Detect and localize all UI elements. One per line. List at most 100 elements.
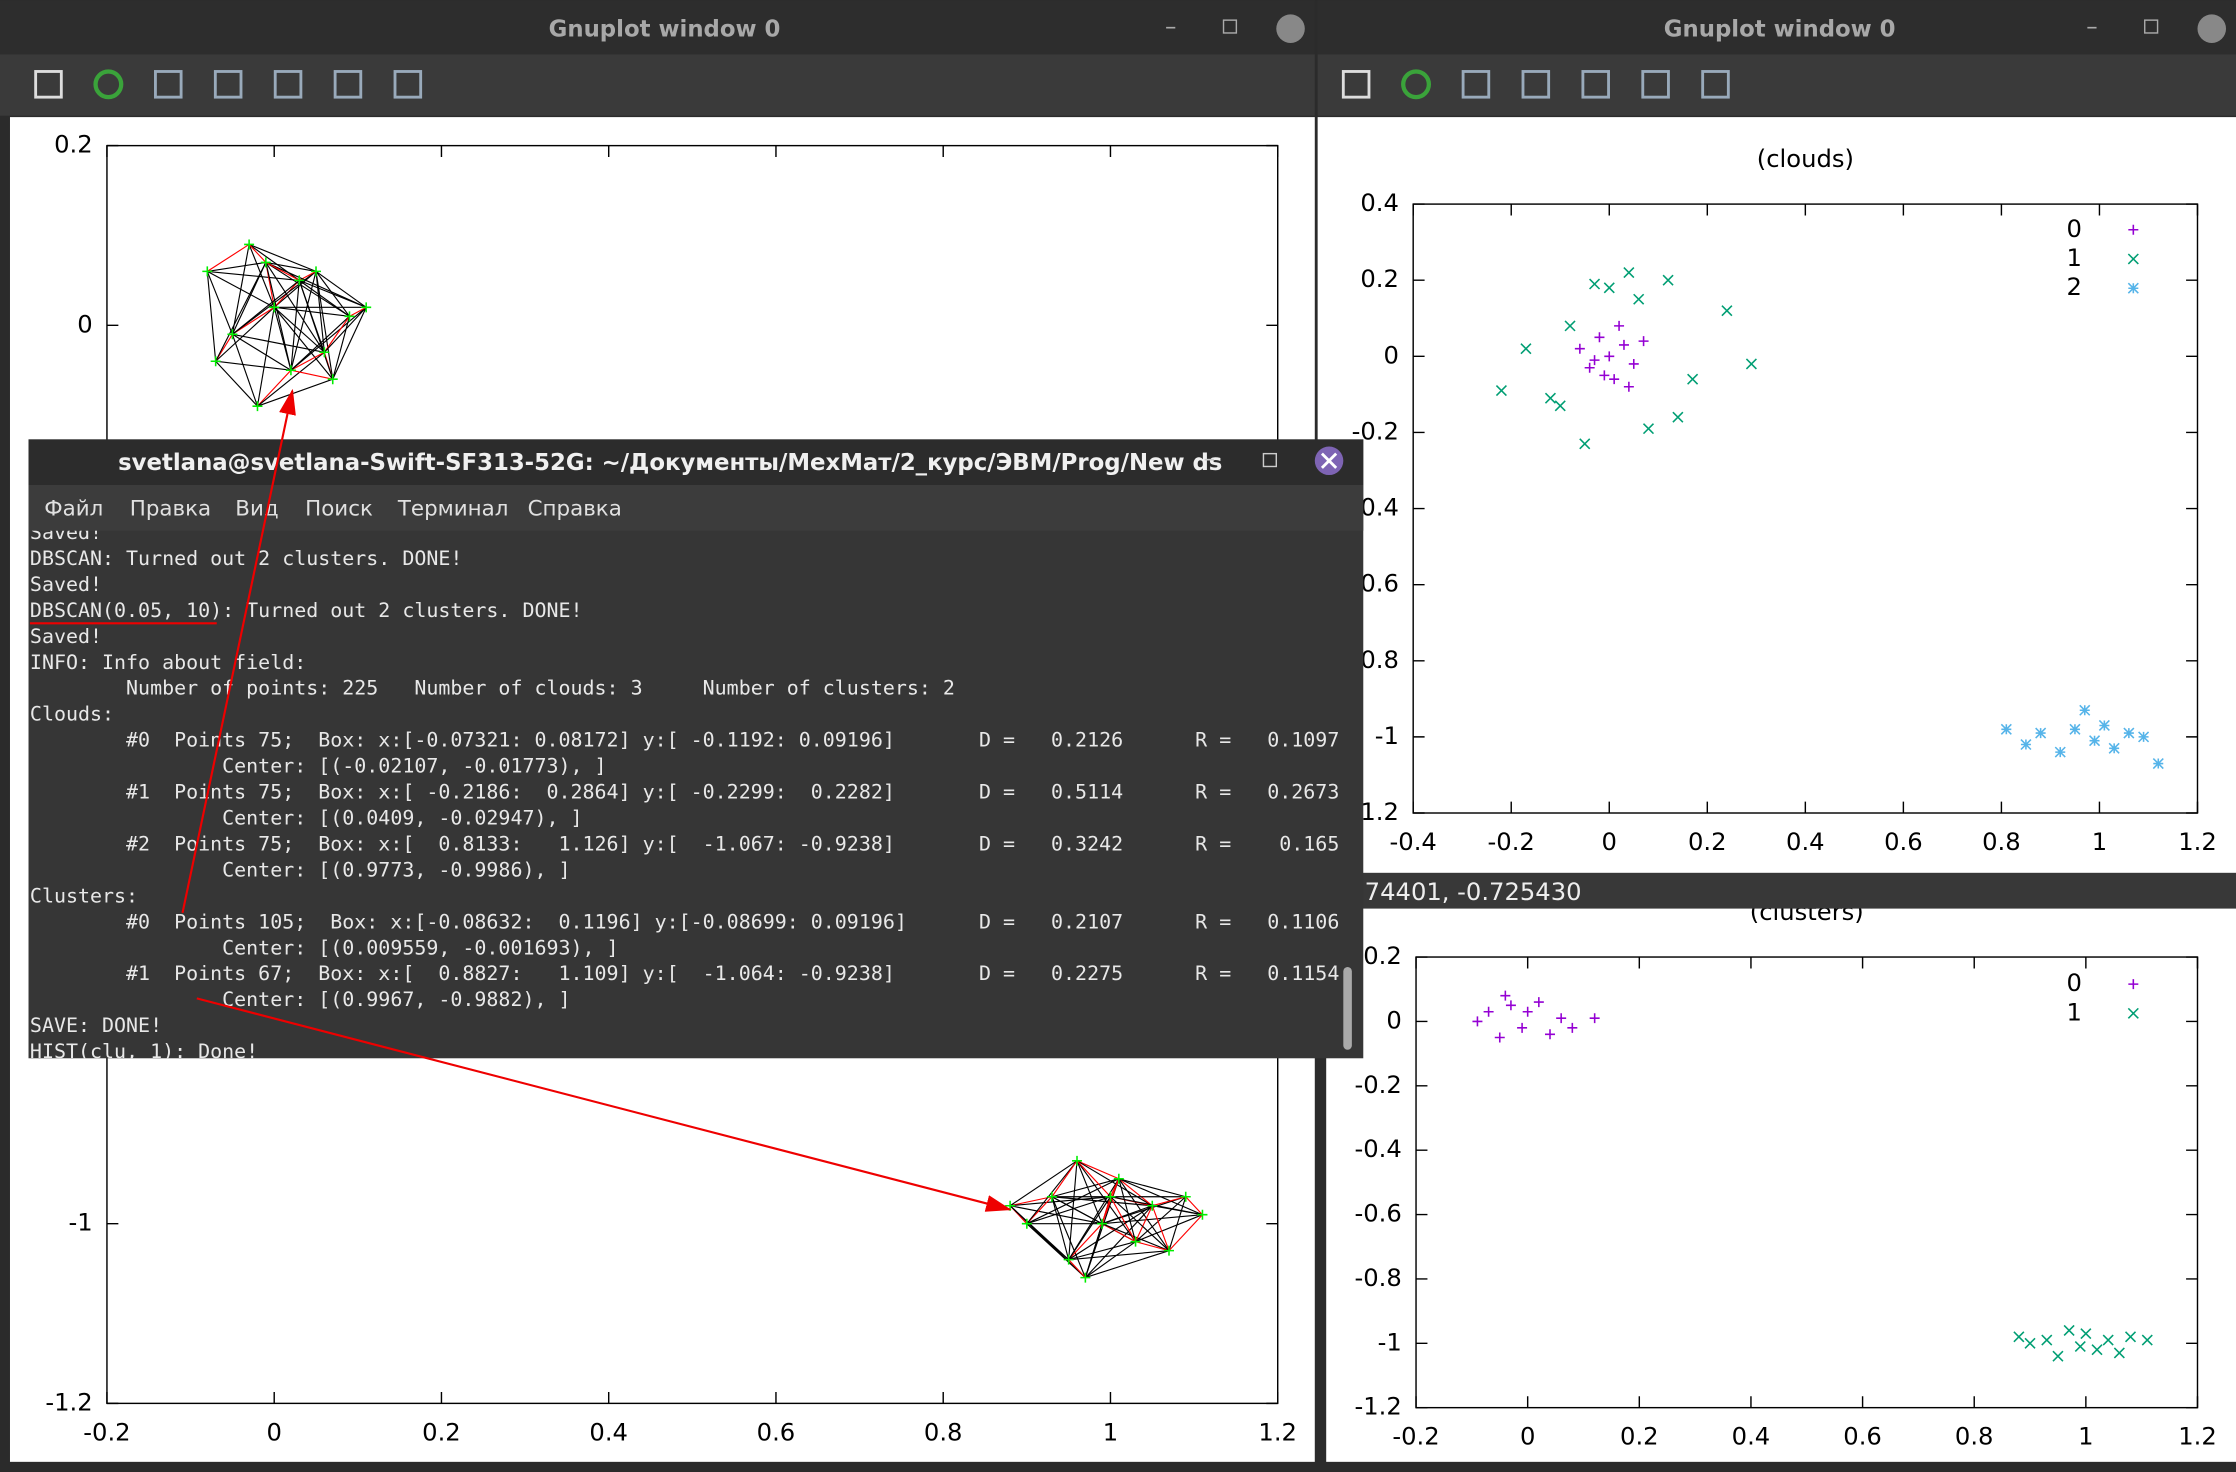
edge xyxy=(206,243,250,272)
edge xyxy=(274,306,350,317)
legend-marker xyxy=(2128,979,2139,990)
data-point xyxy=(1494,1032,1505,1043)
edge xyxy=(1084,1205,1153,1278)
toolbar-button[interactable] xyxy=(213,70,243,99)
arrow xyxy=(181,388,296,914)
terminal-line: HIST(clu, 1): Done! xyxy=(30,1039,258,1063)
y-tick-label: -0.8 xyxy=(1354,1263,1401,1292)
terminal-frame xyxy=(28,439,1364,1059)
data-point xyxy=(1594,332,1605,343)
edge xyxy=(231,244,250,335)
data-point xyxy=(2108,742,2120,754)
minimize-button[interactable]: – xyxy=(2086,14,2097,40)
edge xyxy=(207,270,300,281)
edge xyxy=(1068,1205,1153,1261)
data-point xyxy=(1520,343,1532,355)
legend-label: 0 xyxy=(2067,968,2082,997)
edge xyxy=(265,261,317,272)
legend-marker xyxy=(2127,1007,2139,1019)
scrollbar[interactable] xyxy=(1343,967,1352,1050)
data-point xyxy=(1021,1218,1032,1229)
menu-item[interactable]: Правка xyxy=(130,496,211,521)
toolbar xyxy=(1317,54,2236,116)
maximize-button[interactable] xyxy=(1222,19,1238,34)
data-point xyxy=(1500,990,1511,1001)
close-button[interactable] xyxy=(2197,14,2227,43)
data-point xyxy=(1097,1218,1108,1229)
toolbar-button[interactable] xyxy=(1461,70,1491,99)
y-tick-label: 0.2 xyxy=(1363,941,1402,970)
data-point xyxy=(285,365,296,376)
edge xyxy=(290,351,325,371)
toolbar-button[interactable] xyxy=(1701,70,1730,99)
x-tick-label: 1.2 xyxy=(1258,1417,1297,1446)
minimize-button[interactable]: – xyxy=(1204,446,1215,472)
toolbar-button[interactable] xyxy=(154,70,183,99)
y-tick-label: -1 xyxy=(69,1208,93,1237)
data-point xyxy=(2124,1331,2137,1343)
toolbar-button[interactable] xyxy=(1521,70,1551,99)
x-tick-label: 0.6 xyxy=(757,1417,796,1446)
edge xyxy=(1152,1196,1186,1207)
terminal-line: Center: [(-0.02107, -0.01773), ] xyxy=(30,754,607,778)
title-bar xyxy=(0,0,1315,55)
toolbar-button[interactable] xyxy=(1401,69,1432,100)
menu-item[interactable]: Вид xyxy=(235,496,278,521)
data-point xyxy=(252,401,263,412)
close-button[interactable] xyxy=(1276,14,1305,43)
edge xyxy=(1068,1223,1103,1261)
data-point xyxy=(1574,343,1585,354)
toolbar-button[interactable] xyxy=(273,70,303,99)
edge xyxy=(1068,1196,1111,1260)
toolbar-button[interactable] xyxy=(1581,70,1610,99)
data-point xyxy=(319,347,330,358)
y-tick-label: 0.2 xyxy=(1360,264,1399,293)
menu-item[interactable]: Терминал xyxy=(397,496,509,521)
data-point xyxy=(1180,1191,1191,1202)
title-bar xyxy=(28,439,1364,486)
data-point xyxy=(1544,392,1556,404)
data-point xyxy=(1197,1209,1208,1220)
data-point xyxy=(1628,358,1639,369)
edge xyxy=(273,306,325,353)
toolbar-button[interactable] xyxy=(1341,70,1371,99)
terminal-line: Clusters: xyxy=(30,883,138,907)
arrow xyxy=(196,997,1012,1212)
gnuplot-window-right: Gnuplot window 0 – -0.4 -0.2 0 0.2 0.4 0.6 0.8… xyxy=(1317,0,2236,1462)
menu-item[interactable]: Справка xyxy=(528,496,622,521)
annotations xyxy=(29,388,1012,1212)
edge xyxy=(248,243,300,281)
data-point xyxy=(1609,374,1620,385)
y-tick-label: -1 xyxy=(1375,721,1399,750)
edge xyxy=(1109,1196,1137,1242)
menu-item[interactable]: Поиск xyxy=(305,496,373,521)
maximize-button[interactable] xyxy=(2144,19,2159,34)
data-point xyxy=(1072,1155,1083,1166)
x-tick-label: 0.2 xyxy=(1620,1422,1659,1451)
toolbar-button[interactable] xyxy=(333,70,363,99)
data-point xyxy=(1554,400,1566,412)
x-tick-label: -0.2 xyxy=(1488,827,1535,856)
y-tick-label: 0 xyxy=(1386,1005,1401,1034)
edge xyxy=(1076,1160,1153,1207)
maximize-button[interactable] xyxy=(1262,452,1278,468)
data-point xyxy=(1080,1272,1091,1283)
legend-marker xyxy=(2127,253,2139,265)
x-tick-label: 0.8 xyxy=(1982,827,2021,856)
menu-item[interactable]: Файл xyxy=(44,496,103,521)
data-point xyxy=(1113,1173,1124,1184)
data-point xyxy=(1495,385,1507,397)
y-tick-label: -1 xyxy=(1378,1327,1402,1356)
toolbar-button[interactable] xyxy=(93,69,124,100)
toolbar-button[interactable] xyxy=(1641,70,1670,99)
data-point xyxy=(1623,381,1634,392)
edge xyxy=(1135,1214,1203,1243)
legend-marker xyxy=(2127,282,2139,294)
toolbar-button[interactable] xyxy=(393,70,423,99)
data-point xyxy=(1589,1013,1600,1024)
toolbar-button[interactable] xyxy=(34,70,63,99)
minimize-button[interactable]: – xyxy=(1165,14,1176,40)
edge xyxy=(215,262,267,362)
edge xyxy=(1118,1178,1137,1242)
